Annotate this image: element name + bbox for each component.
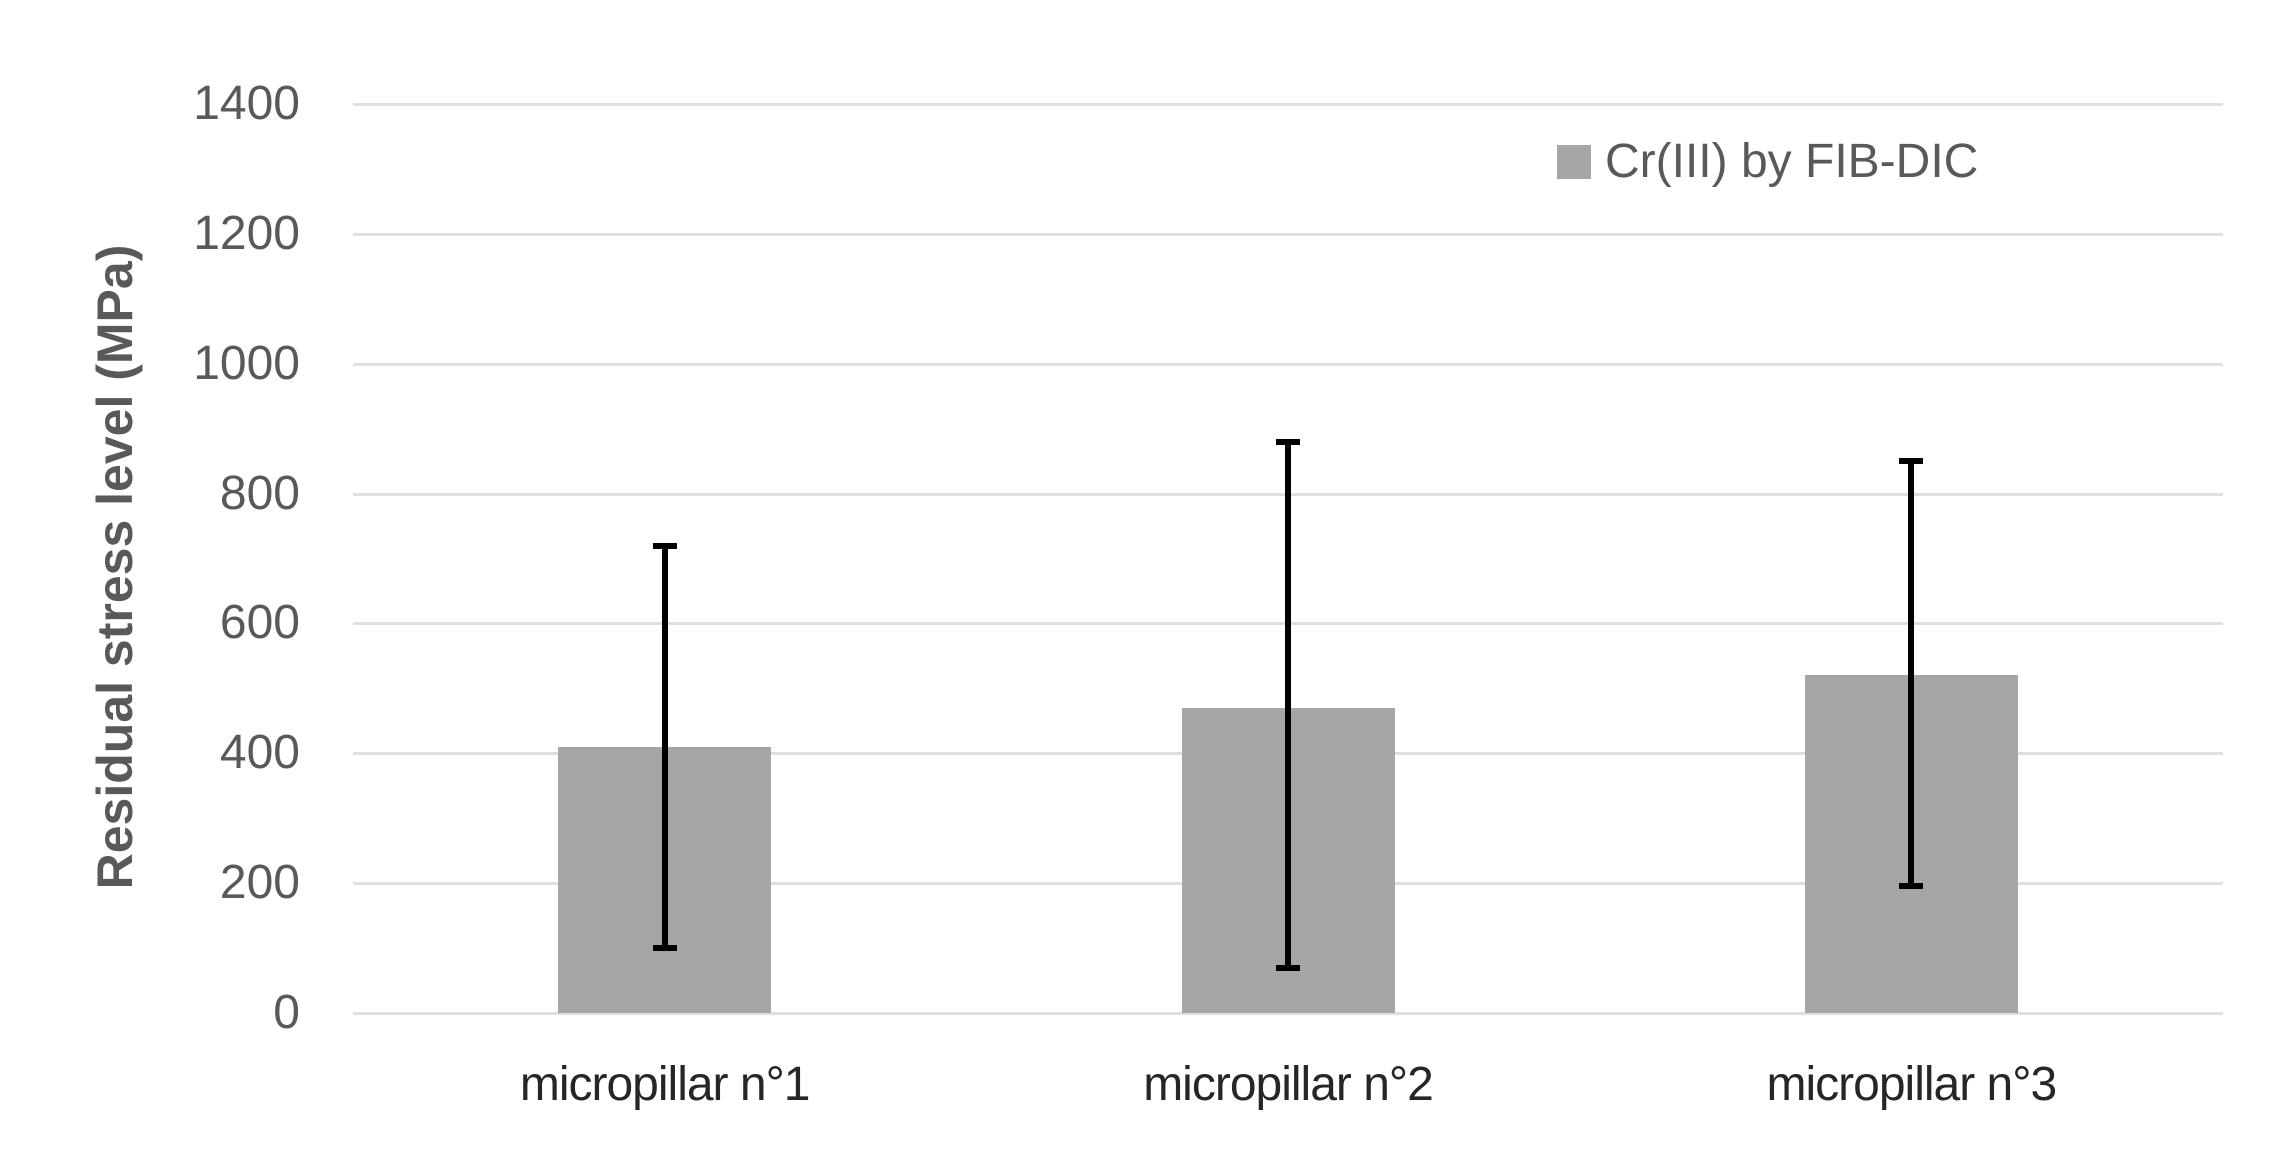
y-axis-tick-label: 400: [219, 726, 300, 780]
y-axis-tick-label: 600: [219, 596, 300, 650]
y-axis-tick-label: 1400: [193, 77, 300, 130]
y-axis-tick-label: 200: [219, 856, 300, 910]
error-bar-bottom-cap: [652, 945, 677, 952]
error-bar-bottom-cap: [1899, 883, 1924, 890]
error-bar-line: [661, 545, 668, 949]
error-bar-top-cap: [1276, 438, 1300, 445]
y-axis-tick-label: 1200: [193, 206, 300, 260]
y-axis-tick-label: 0: [273, 986, 300, 1039]
error-bar-line: [1908, 461, 1915, 887]
x-axis-category-label: micropillar n°1: [519, 1058, 811, 1111]
legend: Cr(III) by FIB-DIC: [1557, 130, 1978, 194]
legend-label: Cr(III) by FIB-DIC: [1605, 135, 1979, 188]
legend-swatch-icon: [1557, 145, 1591, 179]
gridline: [353, 1012, 2223, 1015]
error-bar-top-cap: [1899, 458, 1924, 465]
x-axis-category-label: micropillar n°2: [1143, 1058, 1434, 1111]
x-axis-category-label: micropillar n°3: [1766, 1058, 2058, 1111]
y-axis-tick-label: 800: [219, 466, 300, 520]
error-bar-line: [1285, 441, 1291, 968]
gridline: [353, 362, 2223, 366]
y-axis-tick-label: 1000: [193, 336, 300, 390]
gridline: [353, 103, 2223, 107]
plot-area: [353, 103, 2223, 1015]
error-bar-bottom-cap: [1276, 964, 1300, 971]
error-bar-top-cap: [652, 542, 677, 549]
gridline: [353, 232, 2223, 236]
